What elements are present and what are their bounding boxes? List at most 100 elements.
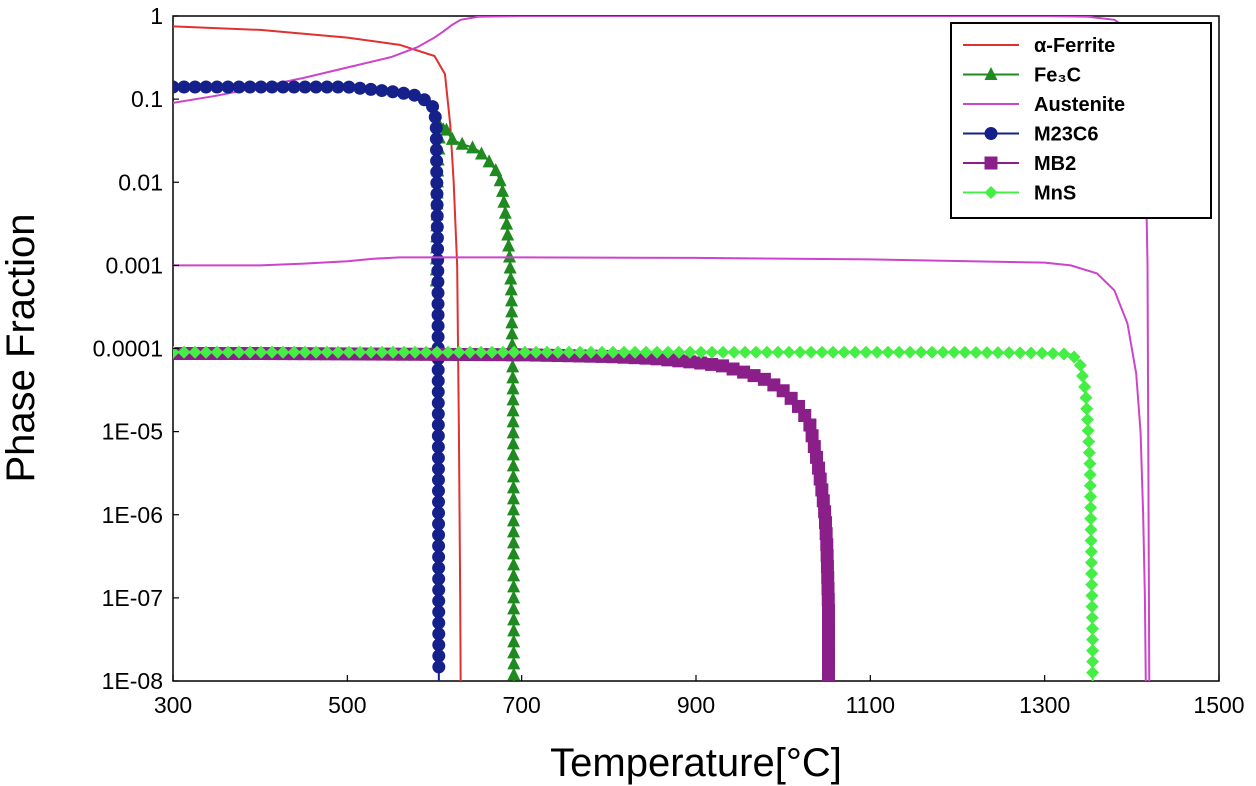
legend-marker: [984, 186, 998, 199]
data-point: [342, 345, 356, 359]
data-point: [749, 345, 763, 359]
data-point: [375, 84, 389, 98]
data-point: [820, 549, 834, 563]
data-point: [353, 81, 367, 95]
data-point: [1013, 346, 1027, 360]
data-point: [1078, 380, 1092, 394]
y-tick-label: 1E-05: [102, 419, 163, 445]
legend: α-Ferrite Fe₃C Austenite M23C6 MB2 MnS: [950, 22, 1212, 219]
data-point: [1084, 534, 1098, 548]
data-point: [1085, 600, 1099, 614]
data-point: [432, 627, 446, 641]
data-point: [432, 495, 446, 509]
data-point: [518, 345, 532, 359]
data-point: [821, 659, 835, 673]
data-point: [1085, 589, 1099, 603]
data-point: [813, 472, 827, 486]
x-tick-label: 700: [502, 692, 540, 718]
data-point: [1073, 358, 1087, 372]
data-point: [1084, 523, 1098, 537]
data-point: [805, 429, 819, 443]
data-point: [432, 561, 446, 575]
data-point: [455, 136, 469, 150]
data-point: [820, 538, 834, 552]
data-point: [496, 345, 510, 359]
data-point: [595, 345, 609, 359]
data-point: [804, 345, 818, 359]
data-point: [507, 601, 521, 615]
data-point: [430, 187, 444, 201]
data-point: [870, 345, 884, 359]
data-point: [793, 345, 807, 359]
data-point: [482, 154, 496, 168]
data-point: [474, 345, 488, 359]
data-point: [342, 80, 356, 94]
data-point: [628, 345, 642, 359]
y-tick-label: 1: [150, 3, 163, 29]
y-axis-title: Phase Fraction: [0, 213, 43, 482]
data-point: [747, 369, 761, 383]
data-point: [683, 345, 697, 359]
data-point: [432, 550, 446, 564]
data-point: [505, 304, 519, 318]
data-point: [430, 220, 444, 234]
data-point: [430, 176, 444, 190]
legend-marker: [984, 67, 998, 80]
data-point: [452, 345, 466, 359]
data-point: [432, 583, 446, 597]
data-point: [407, 88, 421, 102]
data-point: [958, 345, 972, 359]
data-point: [991, 346, 1005, 360]
data-point: [489, 163, 503, 177]
data-point: [818, 516, 832, 530]
data-point: [1079, 391, 1093, 405]
data-point: [507, 546, 521, 560]
data-point: [431, 473, 445, 487]
data-point: [397, 86, 411, 100]
data-point: [837, 345, 851, 359]
data-point: [432, 506, 446, 520]
data-point: [716, 359, 730, 373]
data-point: [439, 122, 453, 136]
data-point: [431, 242, 445, 256]
data-point: [650, 345, 664, 359]
y-tick-label: 1E-06: [102, 502, 163, 528]
data-point: [540, 345, 554, 359]
y-tick-label: 1E-08: [102, 668, 163, 694]
data-point: [276, 80, 290, 94]
series-line: [173, 25, 462, 681]
data-point: [429, 132, 443, 146]
data-point: [501, 227, 515, 241]
data-point: [1024, 346, 1038, 360]
x-axis-title: Temperature[°C]: [550, 741, 842, 785]
data-point: [309, 80, 323, 94]
data-point: [232, 345, 246, 359]
data-point: [431, 429, 445, 443]
data-point: [551, 345, 565, 359]
data-point: [506, 414, 520, 428]
data-point: [506, 436, 520, 450]
data-point: [254, 80, 268, 94]
data-point: [925, 345, 939, 359]
data-point: [807, 440, 821, 454]
data-point: [726, 362, 740, 376]
data-point: [430, 345, 444, 359]
data-point: [506, 392, 520, 406]
data-point: [419, 345, 433, 359]
data-point: [428, 110, 442, 124]
data-point: [821, 615, 835, 629]
data-point: [431, 264, 445, 278]
data-point: [1085, 578, 1099, 592]
data-point: [232, 80, 246, 94]
data-point: [431, 308, 445, 322]
data-point: [1002, 346, 1016, 360]
data-point: [463, 345, 477, 359]
data-point: [188, 345, 202, 359]
data-point: [1085, 611, 1099, 625]
data-point: [1057, 347, 1071, 361]
data-point: [816, 494, 830, 508]
data-point: [493, 173, 507, 187]
data-point: [210, 80, 224, 94]
data-point: [506, 370, 520, 384]
